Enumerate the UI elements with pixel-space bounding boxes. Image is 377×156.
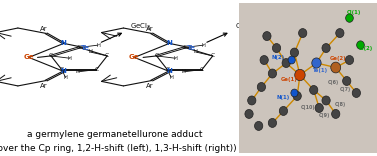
Circle shape [345, 56, 354, 65]
Circle shape [352, 88, 360, 98]
Text: H: H [64, 75, 67, 80]
Circle shape [263, 32, 271, 41]
Circle shape [290, 48, 299, 57]
Text: C(7): C(7) [340, 88, 351, 93]
Text: N: N [166, 68, 172, 74]
Circle shape [357, 41, 364, 49]
Text: N: N [166, 40, 172, 46]
Text: Ar: Ar [146, 26, 153, 32]
Text: C: C [211, 53, 215, 58]
Text: C(10): C(10) [301, 105, 316, 110]
Circle shape [322, 44, 330, 53]
Text: GeCl$_2$: GeCl$_2$ [235, 22, 256, 32]
Circle shape [248, 96, 256, 105]
Text: Te(1): Te(1) [312, 68, 327, 73]
Circle shape [310, 85, 318, 95]
Text: H: H [68, 56, 72, 61]
Text: N(1): N(1) [277, 95, 290, 100]
Text: N(2): N(2) [271, 55, 285, 60]
Text: H: H [193, 49, 198, 54]
Text: C: C [182, 45, 187, 50]
Circle shape [257, 83, 265, 91]
Text: a germylene germanetellurone adduct: a germylene germanetellurone adduct [27, 130, 203, 139]
Text: Ar: Ar [40, 83, 48, 89]
Text: H: H [88, 49, 92, 54]
Text: H: H [96, 43, 100, 48]
Circle shape [346, 14, 353, 22]
Text: C: C [155, 53, 159, 58]
Text: N: N [61, 40, 67, 46]
Circle shape [268, 118, 277, 127]
Circle shape [343, 76, 351, 85]
Text: C: C [94, 67, 98, 72]
Circle shape [332, 110, 340, 118]
Text: H: H [169, 75, 173, 80]
Circle shape [331, 62, 341, 73]
Text: C(6): C(6) [327, 80, 339, 85]
Circle shape [288, 56, 295, 64]
Text: N: N [61, 68, 67, 74]
Circle shape [279, 106, 288, 115]
Text: H: H [181, 69, 185, 74]
Circle shape [299, 29, 307, 38]
Circle shape [291, 89, 298, 97]
Circle shape [322, 96, 330, 105]
Text: Ar: Ar [146, 83, 153, 89]
Text: Cl(1): Cl(1) [346, 10, 361, 15]
Text: Cl(2): Cl(2) [359, 46, 373, 51]
Circle shape [336, 29, 344, 38]
Text: C(8): C(8) [334, 102, 345, 107]
Circle shape [260, 56, 268, 65]
Text: Ge(1): Ge(1) [280, 77, 297, 82]
Text: C: C [200, 67, 204, 72]
Circle shape [295, 69, 305, 81]
Circle shape [293, 91, 301, 100]
Text: GeCl$_2$: GeCl$_2$ [130, 22, 151, 32]
Circle shape [254, 121, 263, 130]
Circle shape [273, 44, 280, 53]
Text: H: H [76, 69, 80, 74]
Text: C: C [105, 53, 109, 58]
Circle shape [268, 69, 277, 78]
Text: C: C [165, 67, 169, 72]
Circle shape [312, 58, 321, 68]
Text: Ge: Ge [129, 54, 139, 60]
Text: Te: Te [81, 45, 90, 51]
Text: (over the Cp ring, 1,2-H-shift (left), 1,3-H-shift (right)): (over the Cp ring, 1,2-H-shift (left), 1… [0, 144, 236, 153]
Text: Te: Te [187, 45, 196, 51]
Text: H: H [202, 43, 205, 48]
Text: Ar: Ar [40, 26, 48, 32]
Text: H: H [173, 56, 177, 61]
Text: C(9): C(9) [319, 113, 330, 118]
Text: C: C [49, 53, 53, 58]
Text: C: C [60, 67, 64, 72]
Circle shape [315, 103, 323, 112]
Text: Ge(2): Ge(2) [330, 56, 347, 61]
Text: Ge: Ge [23, 54, 34, 60]
Text: C: C [77, 45, 81, 50]
Circle shape [282, 58, 290, 68]
Circle shape [245, 110, 253, 118]
